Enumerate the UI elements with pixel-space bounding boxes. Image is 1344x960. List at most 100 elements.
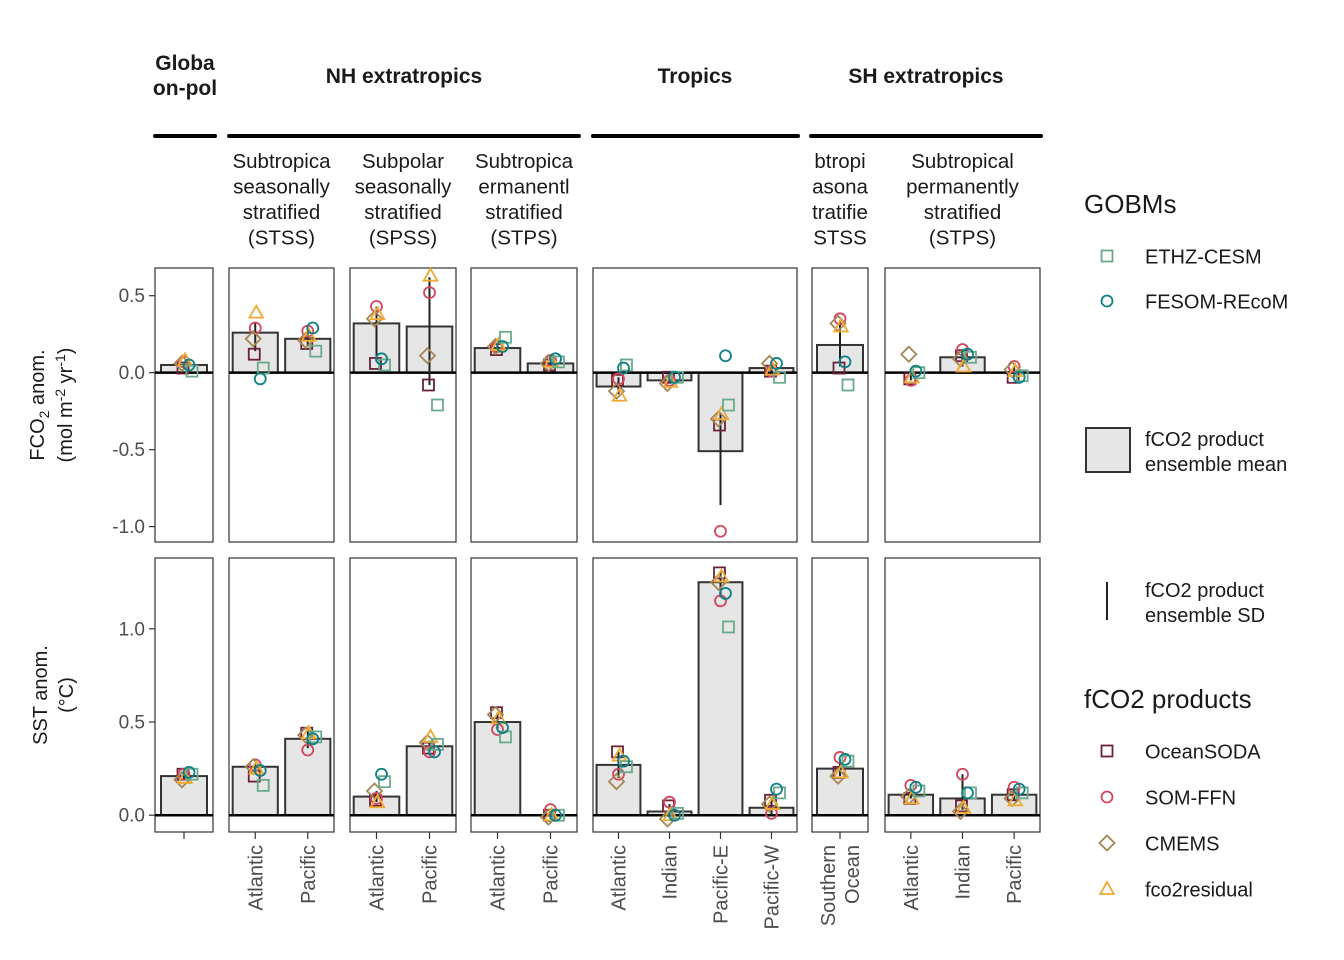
x-tick-label: Pacific <box>298 845 320 904</box>
panel-frame <box>884 267 1041 543</box>
panel-frame <box>349 267 457 543</box>
marker-som-ffn <box>663 795 676 809</box>
region-title-global: on-pol <box>153 77 217 100</box>
marker-ethz-cesm <box>431 398 444 412</box>
marker-fesom-recom <box>375 767 388 781</box>
marker-ethz-cesm <box>722 620 735 634</box>
marker-fesom-recom <box>617 754 630 768</box>
y-axis-labels: FCO2 anom.(mol m-2 yr-1)SST anom. (°C) <box>27 348 78 745</box>
marker-cmems <box>760 354 779 373</box>
x-tick-label: Atlantic <box>245 845 267 911</box>
region-title-trop: Tropics <box>658 65 733 88</box>
marker-oceansoda <box>422 378 435 392</box>
biome-title-line: stratified <box>364 201 441 224</box>
marker-cmems <box>296 331 315 350</box>
sst-ylabel-units: (°C) <box>56 677 78 713</box>
marker-fco2residual <box>764 795 781 810</box>
marker-cmems <box>418 346 437 365</box>
biome-title-line: (STPS) <box>929 227 996 250</box>
marker-cmems <box>486 337 505 356</box>
marker-fesom-recom <box>719 587 732 600</box>
marker-fesom-recom <box>909 364 923 378</box>
marker-ethz-cesm <box>309 344 323 358</box>
panel-frame <box>592 267 798 543</box>
marker-som-ffn <box>612 372 625 386</box>
marker-fco2residual <box>832 763 850 779</box>
marker-fesom-recom <box>909 780 923 794</box>
marker-fco2residual <box>713 567 730 583</box>
x-tick-label: Pacific <box>541 845 563 904</box>
marker-fesom-recom <box>182 765 196 779</box>
bar <box>160 775 208 817</box>
legend-label-sd: ensemble SD <box>1145 605 1265 627</box>
y-tick-label: 0.0 <box>119 806 145 827</box>
marker-oceansoda <box>176 361 190 375</box>
biome-title-line: Subtropical <box>911 150 1014 173</box>
marker-fesom-recom <box>428 745 441 759</box>
region-title-sh: SH extratropics <box>848 65 1003 88</box>
marker-cmems <box>244 330 263 348</box>
bar <box>697 581 744 817</box>
x-tick-label: Atlantic <box>367 845 389 911</box>
panel-frame <box>470 267 578 543</box>
biome-title-line: ermanentl <box>478 176 569 199</box>
marker-fesom-recom <box>1012 782 1026 796</box>
panel-sst-sh_stss <box>811 557 869 833</box>
panel-frame <box>154 267 214 543</box>
panels: -1.0 -0.5 0.0 0.5 0.0 0.5 1.0 <box>112 266 1041 833</box>
marker-ethz-cesm <box>256 779 270 792</box>
marker-ethz-cesm <box>620 358 633 372</box>
panel-sst-sh_stps <box>884 557 1041 833</box>
x-tick-label: Indian <box>953 845 975 900</box>
marker-fco2residual <box>955 357 972 373</box>
marker-ethz-cesm <box>722 398 735 412</box>
x-tick-label: Southern <box>818 845 840 926</box>
panel-fco2-sh_stss <box>811 267 869 543</box>
biome-title-line: stratified <box>485 201 562 224</box>
marker-ethz-cesm <box>378 358 391 372</box>
marker-ethz-cesm <box>431 737 444 751</box>
legend-title-gobms: GOBMs <box>1084 189 1176 219</box>
marker-fco2residual <box>543 353 560 368</box>
biome-title-line: asona <box>812 176 868 199</box>
marker-ethz-cesm <box>1015 786 1029 800</box>
marker-fco2residual <box>611 746 628 762</box>
panel-fco2-nh_stps <box>470 267 578 543</box>
ylabel-part: (mol m <box>55 401 77 462</box>
legend-label-som-ffn: SOM-FFN <box>1145 788 1236 810</box>
marker-fesom-recom <box>668 370 681 384</box>
legend-label-cmems: CMEMS <box>1145 834 1219 856</box>
marker-fesom-recom <box>617 361 630 375</box>
marker-fco2residual <box>422 266 439 282</box>
x-tick-label: Ocean <box>842 845 864 904</box>
biome-title-line: Subtropica <box>232 150 331 173</box>
marker-fesom-recom <box>549 352 562 366</box>
legend-key-cmems <box>1098 834 1116 852</box>
marker-fesom-recom <box>770 357 783 370</box>
x-tick-label: Indian <box>660 845 682 900</box>
panel-sst-tropics <box>592 557 798 833</box>
marker-cmems <box>951 802 970 821</box>
legend-key-fesom-recom <box>1100 294 1114 308</box>
marker-cmems <box>829 767 847 785</box>
marker-som-ffn <box>370 300 383 313</box>
marker-ethz-cesm <box>378 775 391 789</box>
marker-cmems <box>173 354 191 373</box>
marker-cmems <box>486 705 505 724</box>
marker-ethz-cesm <box>841 378 855 392</box>
y-tick-label: 0.0 <box>119 363 145 384</box>
marker-fesom-recom <box>961 786 974 800</box>
region-header-nh: NH extratropics <box>227 65 581 138</box>
marker-fesom-recom <box>306 321 320 335</box>
legend-key-fco2residual <box>1098 880 1116 895</box>
marker-som-ffn <box>423 745 436 759</box>
marker-ethz-cesm <box>185 364 199 378</box>
biome-title-line: seasonally <box>355 176 453 199</box>
marker-oceansoda <box>611 745 624 759</box>
biome-title-line: (SPSS) <box>369 227 437 250</box>
region-title-global: Globa <box>155 52 215 75</box>
panel-fco2-tropics <box>592 267 798 543</box>
